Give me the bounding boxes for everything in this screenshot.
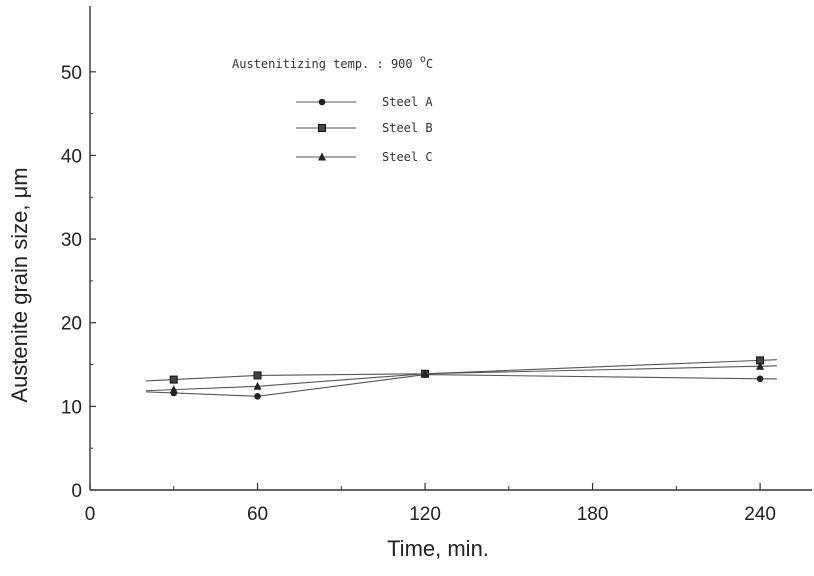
data-point-steel-c xyxy=(756,361,765,370)
data-point-steel-a xyxy=(756,375,764,383)
data-point-steel-c xyxy=(421,369,430,378)
data-point-steel-c xyxy=(169,385,178,394)
x-tick-label: 120 xyxy=(409,504,441,525)
series-steel-c xyxy=(145,361,777,394)
legend-entry-steel-a: Steel A xyxy=(296,95,433,109)
data-point-steel-c xyxy=(253,381,262,390)
y-tick-label: 50 xyxy=(61,63,82,84)
x-tick-label: 180 xyxy=(577,504,609,525)
temperature-annotation: Austenitizing temp. : 900 oC xyxy=(232,54,433,71)
y-tick-label: 0 xyxy=(71,481,82,502)
legend-label: Steel A xyxy=(382,95,433,109)
data-point-steel-b xyxy=(253,371,262,380)
x-axis-label: Time, min. xyxy=(387,536,489,561)
legend-label: Steel C xyxy=(382,150,433,164)
y-tick-label: 10 xyxy=(61,397,82,418)
series-line-steel-c xyxy=(145,365,777,392)
legend-marker-triangle xyxy=(318,152,326,161)
data-point-steel-a xyxy=(254,393,261,400)
series-steel-b xyxy=(145,356,777,384)
annotation-degree: o xyxy=(420,54,426,65)
annotation-unit: C xyxy=(426,57,433,71)
data-point-steel-b xyxy=(169,375,178,384)
x-tick-label: 240 xyxy=(744,504,776,525)
y-tick-label: 20 xyxy=(61,314,82,335)
series-steel-a xyxy=(145,371,777,400)
annotation-text: Austenitizing temp. : 900 xyxy=(232,57,420,71)
y-axis-label: Austenite grain size, μm xyxy=(7,167,32,402)
legend-marker-circle xyxy=(318,98,326,106)
series-group xyxy=(145,356,777,400)
legend-entry-steel-c: Steel C xyxy=(296,150,433,164)
legend-marker-square xyxy=(318,124,326,132)
ticks: 0 10 20 30 40 50 0 60 120 180 240 xyxy=(61,63,776,525)
legend: Steel A Steel B Steel C xyxy=(296,95,433,164)
legend-entry-steel-b: Steel B xyxy=(296,121,433,135)
x-tick-label: 0 xyxy=(85,504,96,525)
x-tick-label: 60 xyxy=(247,504,268,525)
axes xyxy=(89,6,812,491)
y-tick-label: 40 xyxy=(61,146,82,167)
legend-label: Steel B xyxy=(382,121,433,135)
y-tick-label: 30 xyxy=(61,230,82,251)
series-line-steel-a xyxy=(145,374,777,397)
